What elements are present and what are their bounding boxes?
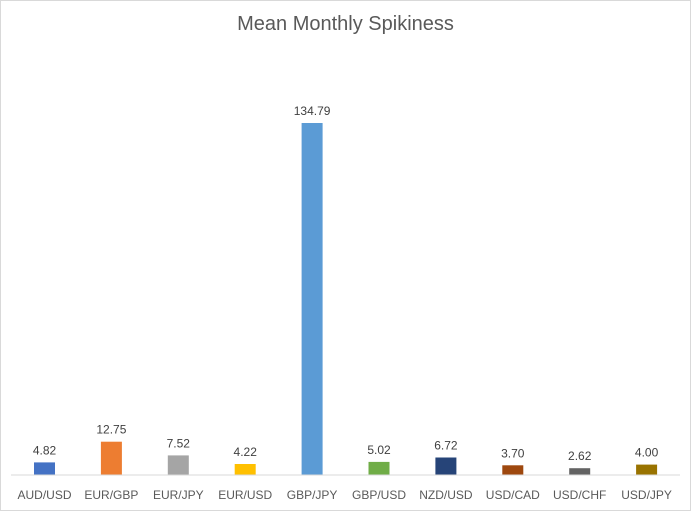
x-tick-label: AUD/USD [17,488,71,502]
bar-usd-jpy [636,464,658,475]
data-label: 4.00 [635,446,659,460]
labels-layer: 4.82 AUD/USD 12.75 EUR/GBP 7.52 EUR/JPY 4.22 EU… [17,104,671,502]
bar-eur-usd [234,464,256,475]
x-tick-label: NZD/USD [419,488,473,502]
data-label: 134.79 [294,104,331,118]
x-tick-label: EUR/GBP [84,488,138,502]
x-tick-label: USD/CHF [553,488,606,502]
bar-eur-gbp [100,441,122,475]
chart-title: Mean Monthly Spikiness [237,13,454,35]
data-label: 12.75 [96,423,126,437]
x-tick-label: EUR/JPY [153,488,204,502]
bar-gbp-usd [368,461,390,475]
bar-usd-chf [569,468,591,475]
data-label: 5.02 [367,443,391,457]
bar-eur-jpy [167,455,189,475]
data-label: 6.72 [434,439,458,453]
x-tick-label: USD/CAD [486,488,540,502]
bar-aud-usd [34,462,55,475]
bars-layer [34,123,658,475]
data-label: 7.52 [167,436,191,450]
x-tick-label: EUR/USD [218,488,272,502]
bar-gbp-jpy [301,123,323,475]
x-tick-label: GBP/JPY [287,488,338,502]
x-tick-label: USD/JPY [621,488,672,502]
data-label: 4.82 [33,443,57,457]
bar-usd-cad [502,465,524,475]
x-tick-label: GBP/USD [352,488,406,502]
bar-nzd-usd [435,457,457,475]
data-label: 4.22 [234,445,258,459]
data-label: 3.70 [501,446,525,460]
data-label: 2.62 [568,449,592,463]
